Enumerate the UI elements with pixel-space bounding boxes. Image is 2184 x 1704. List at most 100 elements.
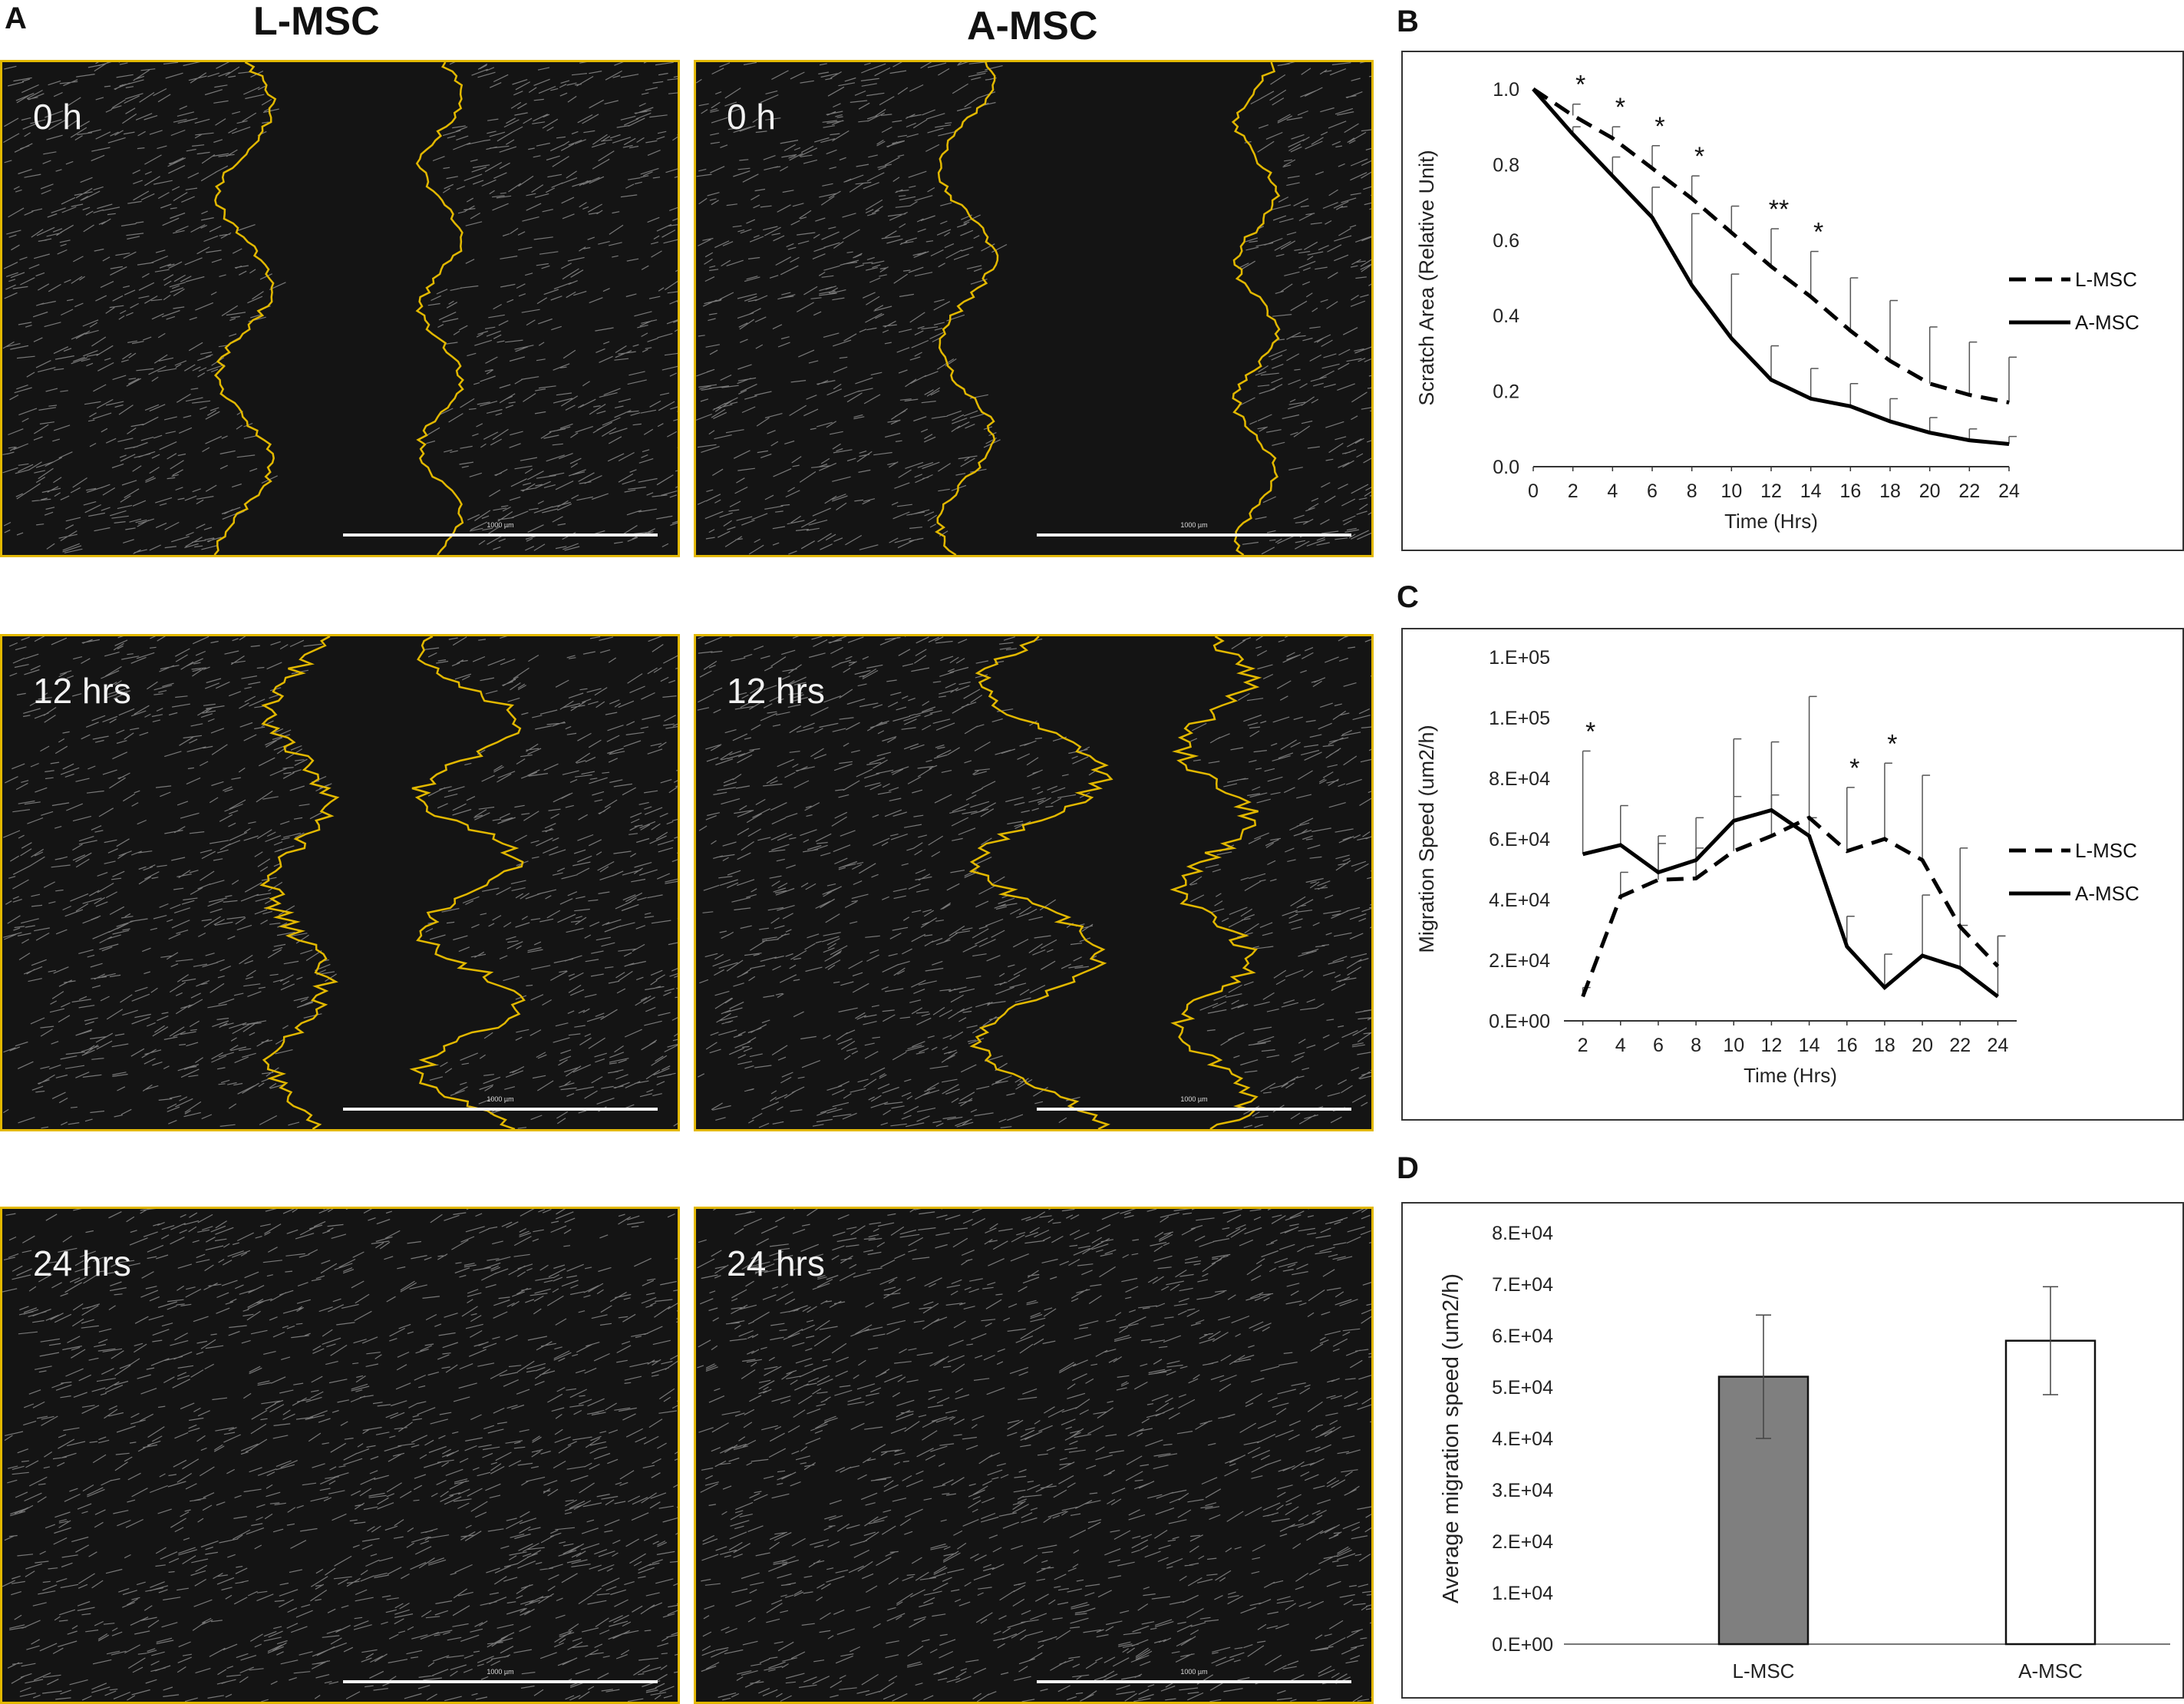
y-tick-label: 7.E+04 — [1492, 1274, 1553, 1296]
wound-edge-outline-right — [1170, 636, 1262, 1129]
y-axis-label: Average migration speed (um2/h) — [1439, 1273, 1463, 1603]
x-tick-label: 2 — [1578, 1035, 1589, 1056]
scale-bar-label: 1000 µm — [1180, 521, 1208, 529]
series-line-a-msc — [1532, 88, 2010, 446]
series-line-l-msc — [1581, 815, 2000, 998]
x-tick-label: 6 — [1653, 1035, 1664, 1056]
x-axis-label: Time (Hrs) — [1744, 1064, 1837, 1087]
chart-d-svg: 0.E+00 1.E+04 2.E+04 3.E+04 4.E+04 5.E+04 6.E+… — [1439, 1223, 2170, 1683]
scale-bar-label: 1000 µm — [487, 1668, 514, 1676]
y-tick-label: 2.E+04 — [1489, 950, 1550, 972]
y-tick-label: 4.E+04 — [1489, 890, 1550, 911]
y-tick-label: 0.8 — [1493, 154, 1519, 176]
y-tick-label: 1.E+05 — [1489, 647, 1550, 669]
x-tick-label: 10 — [1723, 1035, 1744, 1056]
y-tick-label: 2.E+04 — [1492, 1531, 1553, 1553]
significance-marker: * — [1849, 754, 1859, 783]
significance-marker: * — [1654, 112, 1664, 141]
legend-label-a-msc: A-MSC — [2075, 882, 2139, 905]
category-label-a-msc: A-MSC — [2018, 1659, 2083, 1683]
significance-marker: * — [1694, 142, 1704, 171]
y-tick-label: 6.E+04 — [1492, 1326, 1553, 1347]
significance-marker: * — [1813, 218, 1823, 247]
wound-edge-outline-left — [213, 62, 277, 555]
scale-bar-label: 1000 µm — [1180, 1095, 1208, 1103]
y-tick-label: 8.E+04 — [1492, 1223, 1553, 1244]
wound-edge-outline-left — [935, 62, 999, 555]
x-tick-label: 18 — [1879, 480, 1901, 502]
chart-c-svg: 0.E+00 2.E+04 4.E+04 6.E+04 8.E+04 1.E+05 1.E+… — [1415, 647, 2139, 1087]
y-tick-label: 1.0 — [1493, 79, 1519, 101]
scale-bar-label: 1000 µm — [487, 1095, 514, 1103]
chart-b-svg: 0.00.20.40.60.81.00 2 4 6 8 10 12 14 16 18 20 22 24T… — [1415, 71, 2139, 533]
x-tick-label: 12 — [1760, 480, 1782, 502]
panel-b-letter: B — [1397, 5, 1419, 38]
x-tick-label: 8 — [1687, 480, 1697, 502]
scale-bar-label: 1000 µm — [1180, 1668, 1208, 1676]
x-tick-label: 24 — [1988, 1035, 2009, 1056]
scale-bar — [343, 533, 658, 537]
micrograph-l-msc-0h: 0 h 1000 µm — [0, 60, 680, 557]
chart-d: 0.E+00 1.E+04 2.E+04 3.E+04 4.E+04 5.E+04 6.E+… — [1401, 1202, 2184, 1699]
x-tick-label: 10 — [1720, 480, 1742, 502]
cell-texture — [697, 636, 1371, 1128]
column-title-l-msc: L-MSC — [253, 0, 380, 44]
y-tick-label: 0.4 — [1493, 305, 1519, 327]
timepoint-label: 0 h — [727, 97, 776, 137]
wound-edge-outline-right — [415, 62, 464, 555]
legend-label-l-msc: L-MSC — [2075, 839, 2137, 862]
timepoint-label: 24 hrs — [33, 1243, 131, 1283]
cell-texture — [2, 1209, 678, 1702]
chart-c: 0.E+00 2.E+04 4.E+04 6.E+04 8.E+04 1.E+05 1.E+… — [1401, 628, 2184, 1121]
scale-bar — [1037, 1108, 1351, 1111]
micrograph-texture — [696, 62, 1371, 555]
significance-marker: * — [1887, 729, 1897, 758]
y-tick-label: 3.E+04 — [1492, 1480, 1553, 1501]
y-axis-label: Migration Speed (um2/h) — [1415, 725, 1438, 953]
micrograph-a-msc-24h: 24 hrs 1000 µm — [694, 1207, 1374, 1704]
x-tick-label: 4 — [1615, 1035, 1626, 1056]
legend-label-a-msc: A-MSC — [2075, 311, 2139, 334]
y-tick-label: 0.E+00 — [1492, 1634, 1553, 1656]
micrograph-l-msc-24h: 24 hrs 1000 µm — [0, 1207, 680, 1704]
micrograph-texture — [2, 1209, 678, 1702]
x-tick-label: 0 — [1528, 480, 1539, 502]
wound-edge-outline-right — [1231, 62, 1281, 555]
x-tick-label: 14 — [1800, 480, 1822, 502]
timepoint-label: 12 hrs — [33, 671, 131, 711]
x-tick-label: 4 — [1607, 480, 1618, 502]
cell-texture — [696, 62, 1371, 555]
column-title-a-msc: A-MSC — [967, 4, 1098, 48]
x-tick-label: 20 — [1919, 480, 1941, 502]
timepoint-label: 12 hrs — [727, 671, 825, 711]
x-tick-label: 6 — [1647, 480, 1658, 502]
panel-a-letter: A — [5, 2, 27, 35]
micrograph-texture — [2, 636, 678, 1129]
scale-bar — [1037, 533, 1351, 537]
x-tick-label: 24 — [1998, 480, 2020, 502]
x-tick-label: 8 — [1691, 1035, 1701, 1056]
wound-edge-outline-left — [259, 636, 340, 1129]
micrograph-a-msc-12h: 12 hrs 1000 µm — [694, 634, 1374, 1131]
y-tick-label: 0.E+00 — [1489, 1011, 1550, 1032]
x-tick-label: 2 — [1568, 480, 1579, 502]
significance-marker: * — [1615, 93, 1625, 122]
y-tick-label: 5.E+04 — [1492, 1377, 1553, 1399]
significance-marker: ** — [1769, 195, 1789, 224]
y-tick-label: 1.E+04 — [1492, 1583, 1553, 1604]
y-tick-label: 6.E+04 — [1489, 829, 1550, 850]
series-line-l-msc — [1532, 87, 2010, 405]
x-tick-label: 14 — [1799, 1035, 1820, 1056]
significance-marker: * — [1585, 717, 1595, 746]
micrograph-texture — [2, 62, 678, 555]
scale-bar — [1037, 1680, 1351, 1683]
scale-bar — [343, 1680, 658, 1683]
panel-c-letter: C — [1397, 580, 1419, 614]
cell-texture — [2, 636, 678, 1129]
micrograph-a-msc-0h: 0 h 1000 µm — [694, 60, 1374, 557]
micrograph-texture — [697, 1209, 1371, 1702]
legend-label-l-msc: L-MSC — [2075, 268, 2137, 291]
series-line-a-msc — [1582, 807, 1999, 999]
y-axis-label: Scratch Area (Relative Unit) — [1415, 150, 1438, 405]
x-axis-label: Time (Hrs) — [1724, 510, 1818, 533]
